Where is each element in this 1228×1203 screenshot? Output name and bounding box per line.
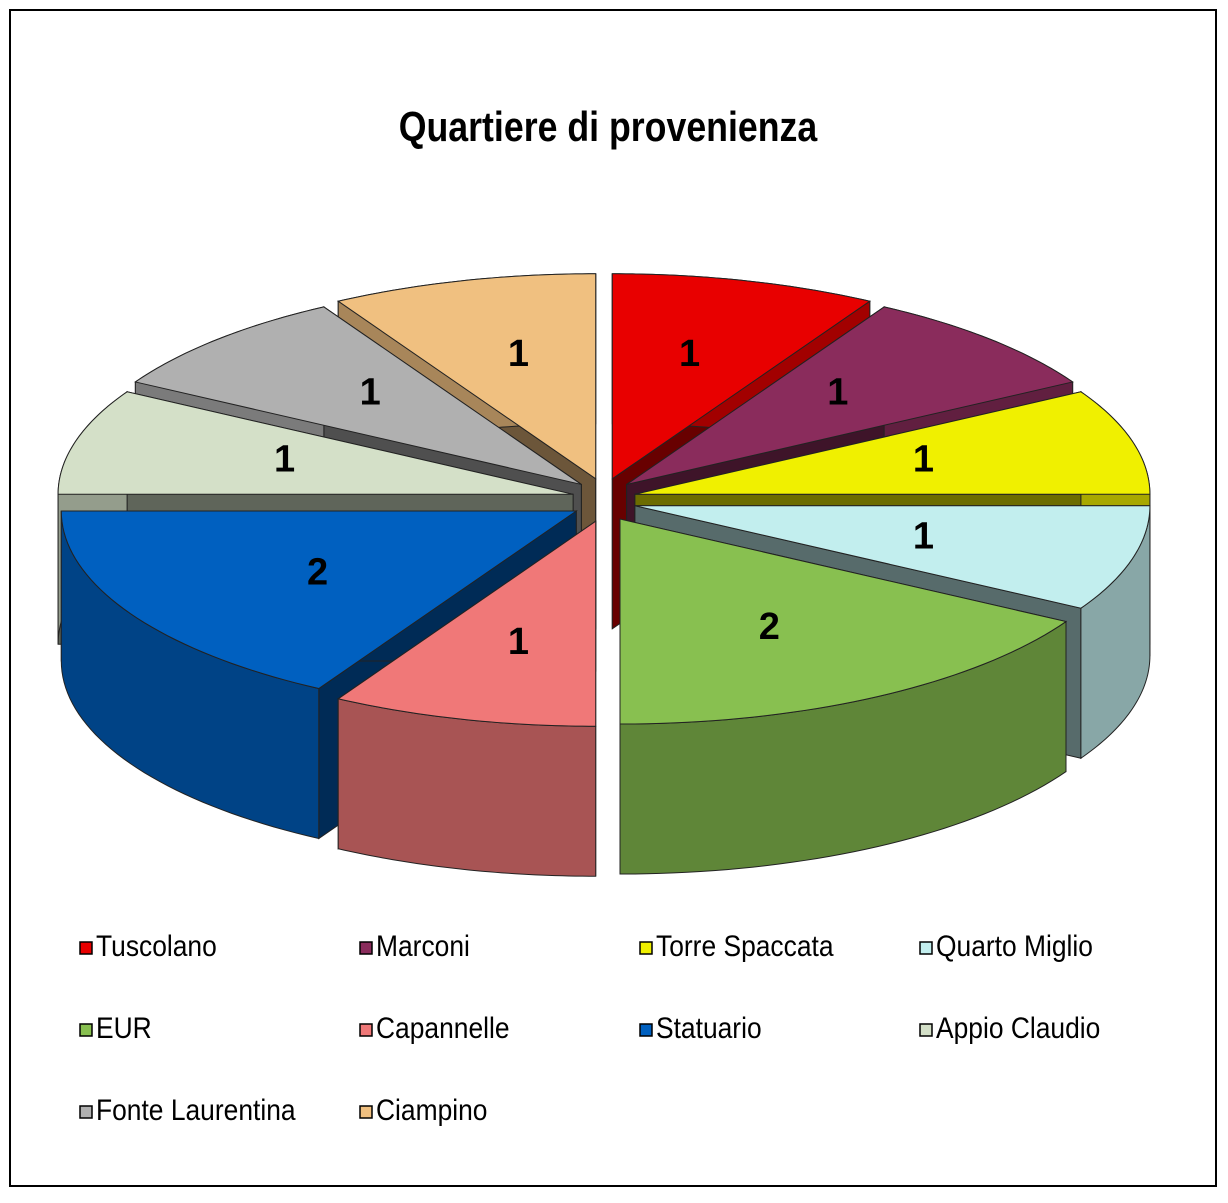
data-label: 1 (274, 438, 295, 480)
data-label: 1 (913, 516, 934, 558)
legend-swatch (79, 941, 93, 955)
legend-swatch (919, 1023, 933, 1037)
legend-label: EUR (96, 1010, 152, 1044)
legend-label: Marconi (376, 928, 470, 962)
legend-swatch (359, 941, 373, 955)
slice-top (611, 273, 872, 480)
slice-top (60, 510, 578, 690)
data-label: 2 (307, 552, 328, 594)
data-label: 1 (913, 438, 934, 480)
legend-swatch (639, 1023, 653, 1037)
slice-top (134, 306, 582, 485)
legend-label: Torre Spaccata (656, 928, 834, 962)
slice-top (619, 518, 1068, 725)
legend-swatch (359, 1105, 373, 1119)
slice-top (57, 391, 574, 495)
legend-swatch (639, 941, 653, 955)
data-label: 1 (679, 333, 700, 375)
slice-top (626, 306, 1074, 485)
legend-label: Appio Claudio (936, 1010, 1100, 1044)
slice (619, 518, 1068, 875)
slice-top (336, 520, 597, 727)
legend-swatch (79, 1023, 93, 1037)
legend-swatch (79, 1105, 93, 1119)
chart-title: Quartiere di provenienza (399, 104, 818, 150)
legend-label: Ciampino (376, 1092, 487, 1126)
data-label: 1 (827, 372, 848, 414)
legend-label: Capannelle (376, 1010, 510, 1044)
slice-top (336, 273, 597, 480)
data-label: 1 (508, 333, 529, 375)
legend-swatch (359, 1023, 373, 1037)
legend-label: Quarto Miglio (936, 928, 1093, 962)
legend-swatch (919, 941, 933, 955)
slice-top (634, 391, 1151, 495)
legend-label: Fonte Laurentina (96, 1092, 296, 1126)
legend-label: Tuscolano (96, 928, 217, 962)
slice (336, 520, 597, 877)
data-label: 2 (759, 606, 780, 648)
slice-top (634, 505, 1151, 609)
data-label: 1 (360, 372, 381, 414)
data-label: 1 (508, 621, 529, 663)
legend-label: Statuario (656, 1010, 762, 1044)
